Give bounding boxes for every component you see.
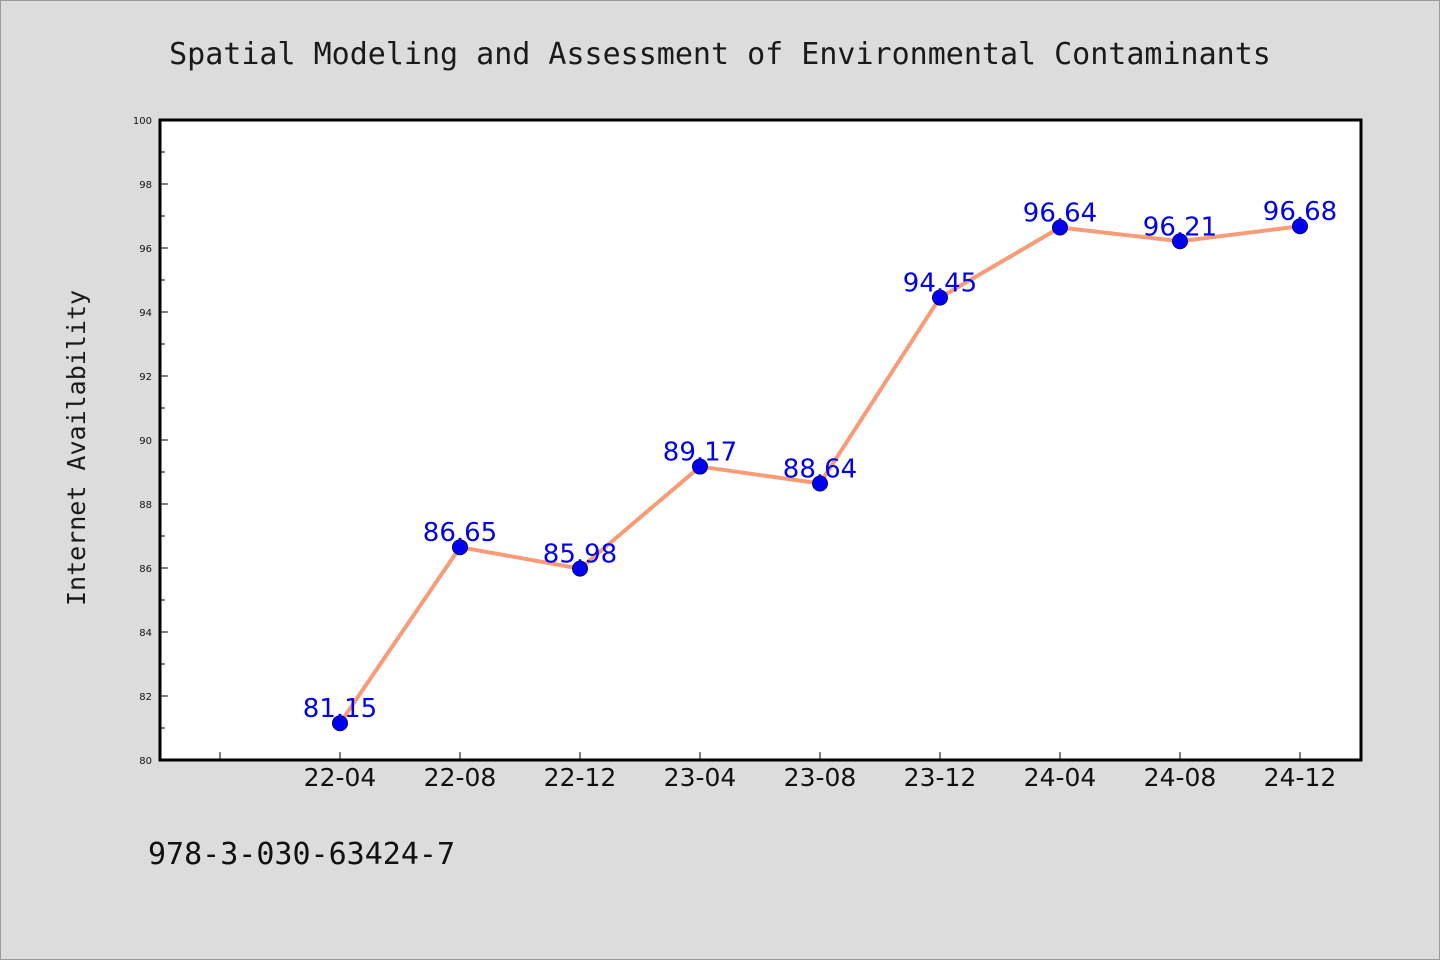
data-label: 86.65 — [423, 518, 497, 548]
data-point — [1052, 219, 1068, 236]
y-axis: 80 82 84 86 88 90 92 94 96 98 100 — [133, 116, 168, 767]
x-tick-label: 23-04 — [664, 763, 737, 792]
y-tick-label: 86 — [139, 564, 152, 575]
footnote: 978-3-030-63424-7 — [148, 837, 455, 872]
y-tick-label: 94 — [139, 308, 152, 319]
data-label: 89.17 — [663, 438, 737, 468]
data-label: 88.64 — [783, 455, 857, 485]
data-label: 96.68 — [1263, 197, 1337, 227]
x-tick-label: 24-12 — [1264, 763, 1337, 792]
x-tick-label: 23-12 — [904, 763, 977, 792]
x-axis: 22-04 22-08 22-12 23-04 23-08 23-12 24-04 24-08… — [219, 752, 1337, 792]
data-point — [572, 560, 588, 577]
y-tick-label: 88 — [139, 500, 152, 511]
data-label: 81.15 — [303, 694, 377, 724]
data-point — [452, 539, 468, 556]
data-label: 94.45 — [903, 269, 977, 299]
data-label: 85.98 — [543, 540, 617, 570]
series-line-group — [332, 218, 1308, 732]
y-tick-label: 90 — [139, 436, 152, 447]
data-point — [692, 458, 708, 475]
plot-area — [158, 118, 1363, 762]
x-tick-label: 23-08 — [784, 763, 857, 792]
data-label: 96.64 — [1023, 199, 1097, 229]
y-tick-label: 98 — [139, 180, 152, 191]
y-tick-label: 96 — [139, 244, 152, 255]
x-tick-label: 24-04 — [1024, 763, 1097, 792]
chart-title: Spatial Modeling and Assessment of Envir… — [169, 37, 1271, 72]
x-tick-label: 24-08 — [1144, 763, 1217, 792]
data-point — [812, 475, 828, 492]
y-tick-label: 84 — [139, 628, 152, 639]
y-tick-label: 82 — [139, 692, 152, 703]
x-tick-label: 22-04 — [304, 763, 377, 792]
data-point — [1172, 233, 1188, 250]
x-tick-label: 22-12 — [544, 763, 617, 792]
data-label: 96.21 — [1143, 212, 1217, 242]
y-tick-label: 80 — [139, 756, 152, 767]
x-tick-label: 22-08 — [424, 763, 497, 792]
y-tick-label: 92 — [139, 372, 152, 383]
y-axis-label: Internet Availability — [62, 290, 91, 606]
y-tick-label: 100 — [133, 116, 152, 127]
data-labels: 81.15 86.65 85.98 89.17 88.64 94.45 96.64 96.21… — [303, 197, 1337, 724]
data-point — [1292, 218, 1308, 235]
data-point — [332, 715, 348, 732]
data-point — [932, 289, 948, 306]
